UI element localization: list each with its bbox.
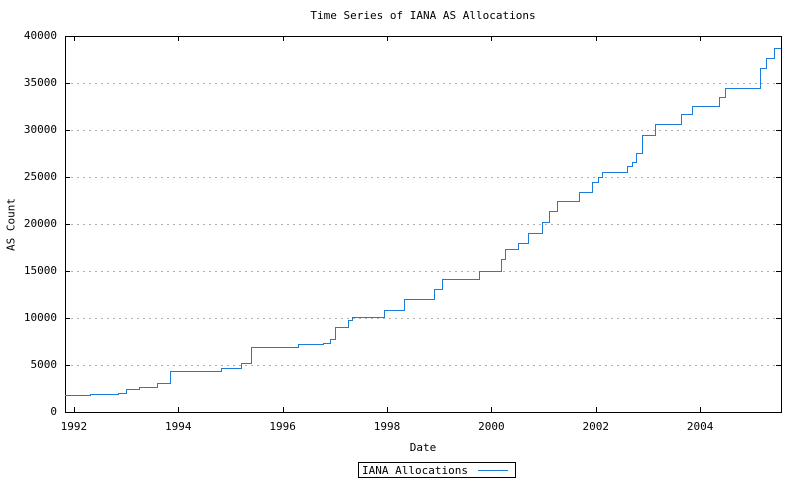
x-tick-label: 1996 [269,420,296,433]
y-tick-label: 40000 [23,29,57,42]
legend-label: IANA Allocations [362,463,468,477]
y-tick-label: 5000 [30,358,58,371]
x-tick-label: 1998 [373,420,401,433]
x-tick-label: 2000 [478,420,505,433]
legend: IANA Allocations [358,462,516,478]
x-tick-label: 1992 [60,420,88,433]
legend-line-sample [477,469,508,471]
chart-title: Time Series of IANA AS Allocations [310,9,536,22]
y-tick-label: 15000 [23,264,57,277]
x-tick-label: 2004 [686,420,714,433]
x-tick-label: 1994 [164,420,192,433]
y-tick-label: 30000 [23,123,57,136]
x-tick-label: 2002 [582,420,609,433]
y-tick-label: 10000 [23,311,57,324]
y-tick-label: 20000 [23,217,57,230]
series-line [65,48,781,396]
x-axis-label: Date [409,441,437,454]
y-tick-label: 35000 [23,76,57,89]
y-tick-label: 0 [50,405,57,418]
plot-border [65,36,782,413]
y-tick-label: 25000 [23,170,57,183]
